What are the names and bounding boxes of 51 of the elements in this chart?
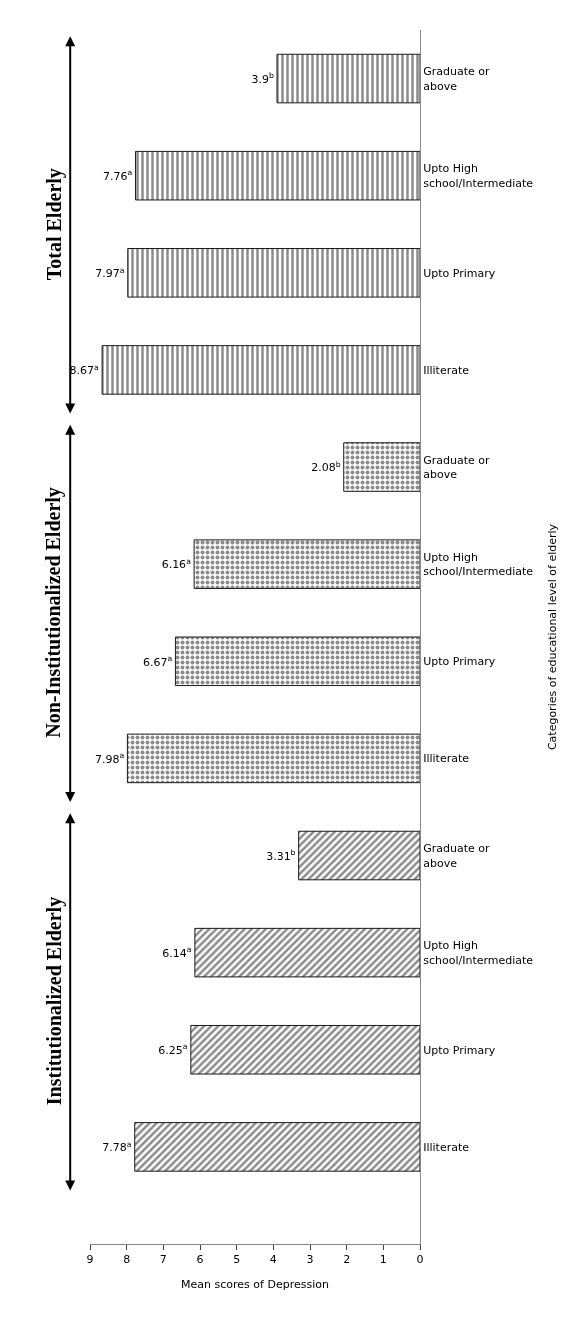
text: Institutionalized Elderly	[42, 896, 66, 1106]
x-tick-label: 4	[269, 1253, 277, 1267]
bar	[174, 636, 420, 687]
x-tick-label: 5	[233, 1253, 241, 1267]
x-tick-label: 3	[306, 1253, 314, 1267]
x-tick-label: 1	[379, 1253, 387, 1267]
x-tick-label: 9	[86, 1253, 94, 1267]
data-label: 6.25$^{a}$	[158, 1042, 188, 1058]
bar	[343, 442, 420, 492]
bar	[101, 345, 420, 395]
data-label: 6.67$^{a}$	[142, 653, 173, 669]
data-label: 7.97$^{a}$	[95, 265, 125, 281]
y-tick-label: Upto High school/Intermediate	[423, 550, 534, 579]
y-tick-label: Illiterate	[423, 1140, 470, 1154]
data-label: 7.78$^{a}$	[102, 1139, 132, 1155]
data-label: 6.14$^{a}$	[162, 945, 192, 960]
y-tick-label: Upto High school/Intermediate	[423, 162, 534, 190]
data-label: 8.67$^{a}$	[69, 362, 100, 378]
x-tick-label: 2	[343, 1253, 351, 1267]
bar	[126, 733, 420, 784]
y-tick-label: Upto Primary	[423, 1043, 496, 1057]
data-label: 3.31$^{b}$	[266, 848, 296, 863]
bar	[193, 539, 420, 589]
y-tick-label: Graduate or above	[423, 842, 490, 870]
x-axis-title: Mean scores of Depression	[181, 1278, 329, 1292]
y-axis-title: Categories of educational level of elderly	[545, 523, 559, 751]
y-tick-label: Upto Primary	[423, 655, 496, 669]
bar	[194, 927, 420, 978]
data-label: 7.76$^{a}$	[102, 168, 133, 183]
bar	[134, 1122, 420, 1172]
y-tick-label: Upto High school/Intermediate	[423, 939, 534, 967]
text: Non-Institutionalized Elderly	[42, 487, 66, 738]
bar	[190, 1024, 420, 1075]
x-tick-label: 0	[416, 1253, 424, 1267]
text: Total Elderly	[42, 168, 66, 281]
data-label: 3.9$^{b}$	[251, 71, 274, 86]
data-label: 2.08$^{b}$	[311, 459, 341, 475]
y-tick-label: Illiterate	[423, 363, 470, 377]
bar	[276, 53, 420, 104]
data-label: 6.16$^{a}$	[161, 556, 192, 572]
x-tick-label: 7	[159, 1253, 167, 1267]
bar	[298, 830, 420, 881]
data-label: 7.98$^{a}$	[94, 751, 125, 766]
bar	[134, 150, 420, 201]
bar	[127, 248, 420, 298]
x-tick-label: 6	[196, 1253, 204, 1267]
x-tick-label: 8	[123, 1253, 131, 1267]
y-tick-label: Upto Primary	[423, 266, 496, 280]
y-tick-label: Graduate or above	[423, 65, 490, 93]
y-tick-label: Illiterate	[423, 752, 470, 766]
y-tick-label: Graduate or above	[423, 453, 490, 482]
